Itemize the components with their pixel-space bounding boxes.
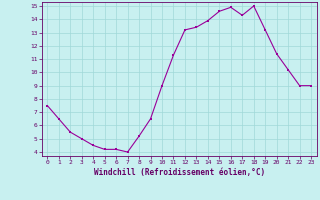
X-axis label: Windchill (Refroidissement éolien,°C): Windchill (Refroidissement éolien,°C) [94, 168, 265, 177]
